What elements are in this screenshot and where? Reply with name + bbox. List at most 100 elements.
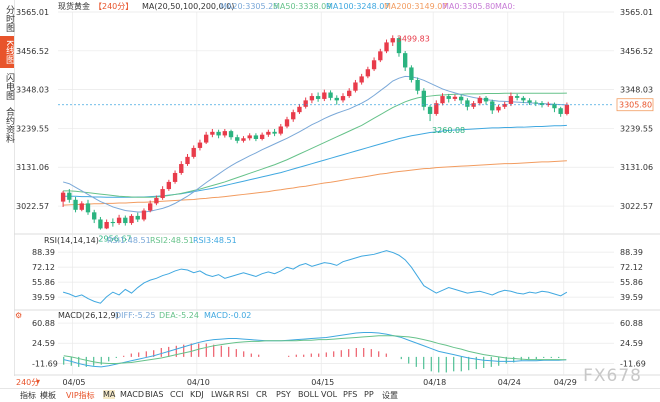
x-tick-label: 04/05 — [62, 378, 85, 387]
current-price-box — [616, 98, 654, 112]
candle-body — [309, 96, 315, 101]
macd-value: MACD:-0.02 — [204, 311, 251, 320]
tab-kline-chart[interactable]: K线图 — [0, 36, 14, 68]
tab-flash-chart[interactable]: 闪电图 — [4, 72, 14, 100]
toolbar-item-5[interactable]: BIAS — [145, 390, 164, 399]
rsi3-value: RSI3:48.51 — [193, 236, 237, 245]
macd-tick-right: -11.69 — [620, 359, 646, 368]
tab-contract-info[interactable]: 合约资料 — [4, 107, 14, 143]
rsi-tick-right: 55.86 — [620, 278, 643, 287]
candle-body — [421, 90, 427, 107]
rsi-tick-left: 55.86 — [32, 278, 55, 287]
toolbar-item-6[interactable]: CCI — [170, 390, 184, 399]
macd-tick-left: 60.88 — [32, 319, 55, 328]
candle-body — [110, 221, 116, 224]
candle-body — [104, 221, 109, 229]
ma50-value: MA50:3338.09 — [273, 2, 331, 11]
candle-body — [552, 103, 557, 109]
settings-icon[interactable]: ⚙ — [15, 311, 22, 320]
kline-chart[interactable]: 3305.80 3499.83 2956.67 3260.08 88.39 88.39 7… — [14, 0, 660, 388]
toolbar-item-11[interactable]: PSY — [276, 390, 291, 399]
y-tick-label-right: 3239.55 — [620, 124, 653, 133]
y-tick-label-right: 3565.01 — [620, 8, 653, 17]
candle-body — [222, 131, 227, 136]
period-selector[interactable]: 240分 — [16, 378, 40, 387]
toolbar-item-1[interactable]: 模板 — [40, 391, 56, 400]
candle-body — [247, 135, 252, 139]
candle-body — [353, 82, 358, 91]
candle-body — [241, 138, 246, 141]
dea-line — [63, 335, 567, 365]
candle-body — [527, 100, 532, 103]
x-tick-label: 04/10 — [187, 378, 210, 387]
candle-body — [514, 96, 520, 98]
candle-body — [73, 199, 78, 210]
instrument-name: 现货黄金 — [58, 1, 90, 11]
candle-body — [452, 96, 458, 99]
y-tick-label-right: 3348.03 — [620, 86, 653, 95]
low-annotation: 2956.67 — [98, 235, 131, 244]
toolbar-item-13[interactable]: VOL — [321, 390, 338, 399]
tab-time-chart[interactable]: 分时图 — [4, 4, 14, 32]
candle-body — [135, 215, 140, 220]
candle-body — [272, 131, 277, 134]
watermark: FX678 — [583, 366, 642, 386]
candle-body — [203, 134, 209, 143]
candle-body — [384, 42, 389, 52]
y-tick-label-left: 3131.06 — [16, 163, 49, 172]
diff-value: DIFF:-5.25 — [115, 311, 156, 320]
macd-tick-right: 24.59 — [620, 339, 643, 348]
ma-params: MA(20,50,100,200,0,0) — [142, 2, 234, 11]
macd-tick-right: 60.88 — [620, 319, 643, 328]
candle-body — [123, 217, 128, 224]
toolbar-item-3[interactable]: MA — [103, 390, 116, 399]
candle-body — [92, 212, 97, 220]
toolbar-item-0[interactable]: 指标 — [20, 391, 36, 400]
candle-body — [427, 106, 433, 114]
x-tick-label: 04/24 — [498, 378, 521, 387]
swing-low-annotation: 3260.08 — [432, 126, 465, 135]
candle-body — [67, 192, 72, 200]
candle-body — [508, 96, 514, 104]
rsi1-value: RSI1:48.51 — [107, 236, 151, 245]
toolbar-item-9[interactable]: RSI — [236, 390, 249, 399]
candle-body — [365, 69, 371, 77]
macd-tick-left: -11.69 — [32, 359, 58, 368]
toolbar-item-14[interactable]: PFS — [343, 390, 358, 399]
y-tick-label-left: 3022.57 — [16, 202, 49, 211]
current-price-label: 3305.80 — [619, 101, 652, 110]
toolbar-item-7[interactable]: KDJ — [190, 390, 204, 399]
toolbar-item-4[interactable]: MACD — [120, 390, 144, 399]
toolbar-item-12[interactable]: BOLL — [298, 390, 319, 399]
diff-line — [63, 331, 567, 368]
candle-body — [347, 90, 352, 97]
toolbar-item-8[interactable]: LW&R — [211, 390, 235, 399]
candle-body — [291, 112, 296, 120]
y-tick-label-left: 3565.01 — [16, 8, 49, 17]
candle-body — [129, 215, 134, 224]
period-dropdown-icon[interactable]: ▾ — [36, 377, 41, 386]
candle-body — [228, 131, 234, 138]
candle-body — [303, 100, 308, 107]
candle-body — [79, 203, 84, 210]
candle-body — [533, 102, 538, 104]
candle-body — [322, 92, 327, 99]
candle-body — [210, 131, 215, 135]
candle-body — [235, 137, 240, 141]
candle-body — [154, 198, 159, 204]
candle-body — [446, 96, 451, 99]
candle-body — [483, 97, 489, 102]
rsi-tick-left: 39.59 — [32, 293, 55, 302]
candle-body — [60, 192, 66, 202]
candle-body — [378, 51, 383, 61]
toolbar-item-16[interactable]: 设置 — [382, 391, 398, 400]
rsi-tick-left: 72.12 — [32, 263, 55, 272]
y-tick-label-right: 3022.57 — [620, 202, 653, 211]
candle-body — [409, 67, 414, 80]
toolbar-item-10[interactable]: CR — [256, 390, 268, 399]
candle-body — [546, 103, 551, 106]
candle-body — [166, 181, 172, 190]
rsi-tick-left: 88.39 — [32, 248, 55, 257]
toolbar-item-2[interactable]: VIP指标 — [66, 391, 95, 400]
toolbar-item-15[interactable]: PP — [364, 390, 374, 399]
